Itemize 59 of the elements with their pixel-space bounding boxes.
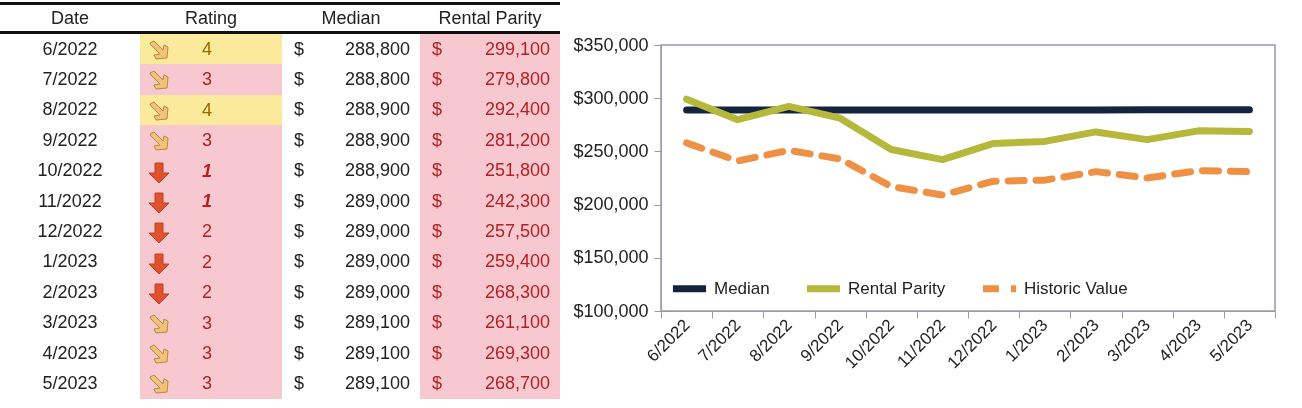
text: 2 [202, 251, 213, 273]
text: 2 [202, 282, 213, 304]
text: Rental Parity [438, 7, 542, 28]
text: 3 [202, 373, 213, 395]
text: $ 289,000 [294, 190, 410, 211]
text: 3 [202, 130, 213, 152]
text: $ 257,500 [432, 221, 550, 242]
text: $ 242,300 [432, 190, 550, 211]
text: $ 289,100 [294, 312, 410, 333]
category-label: 10/2022 [37, 160, 103, 181]
category-label: 11/2022 [38, 190, 102, 211]
text: $ 251,800 [432, 160, 550, 181]
legend-label: Median [714, 278, 770, 298]
text: 1 [202, 160, 213, 182]
legend-label: Historic Value [1024, 278, 1128, 298]
category-label: 8/2022 [42, 99, 98, 120]
text: $ 259,400 [432, 251, 550, 272]
category-label: 1/2023 [42, 251, 98, 272]
text: Date [0, 3, 140, 33]
text: $ 289,000 [294, 221, 410, 242]
text: $ 268,700 [432, 372, 550, 393]
text: 1 [202, 190, 213, 212]
category-label: 5/2023 [42, 372, 98, 393]
text: 4 [202, 39, 213, 60]
text: $ 288,800 [294, 69, 410, 90]
text: $ 288,900 [294, 129, 410, 150]
text: $ 279,800 [432, 69, 550, 90]
text: 3 [202, 312, 213, 334]
text: $ 289,000 [294, 281, 410, 302]
text: $ 288,800 [294, 38, 410, 59]
text: 4 [202, 99, 213, 121]
text: $ 269,300 [432, 342, 550, 363]
text: $ 288,900 [294, 160, 410, 181]
y-tick-label: $200,000 [573, 194, 649, 215]
text: $ 299,100 [432, 38, 550, 59]
y-tick-label: $100,000 [573, 300, 649, 321]
text: $ 281,200 [432, 129, 550, 150]
category-label: 6/2022 [42, 38, 98, 59]
y-tick-label: $300,000 [573, 87, 649, 108]
y-tick-label: $150,000 [573, 247, 649, 268]
text: 3 [202, 342, 213, 364]
legend-label: Rental Parity [848, 278, 946, 298]
category-label: 9/2022 [42, 129, 98, 150]
category-label: 2/2023 [42, 281, 98, 302]
category-label: 7/2022 [42, 69, 98, 90]
text: 2 [202, 221, 213, 243]
text: $ 292,400 [432, 99, 550, 120]
text: Rating [140, 3, 282, 33]
y-tick-label: $250,000 [573, 140, 649, 161]
text: $ 289,000 [294, 251, 410, 272]
text: $ 289,100 [294, 372, 410, 393]
text: 3 [202, 69, 213, 91]
category-label: 12/2022 [37, 221, 103, 242]
text: $ 288,900 [294, 99, 410, 120]
text: $ 261,100 [432, 312, 550, 333]
y-tick-label: $350,000 [573, 34, 649, 55]
text: $ 289,100 [294, 342, 410, 363]
text: $ 268,300 [432, 281, 550, 302]
text: Median [321, 7, 381, 28]
